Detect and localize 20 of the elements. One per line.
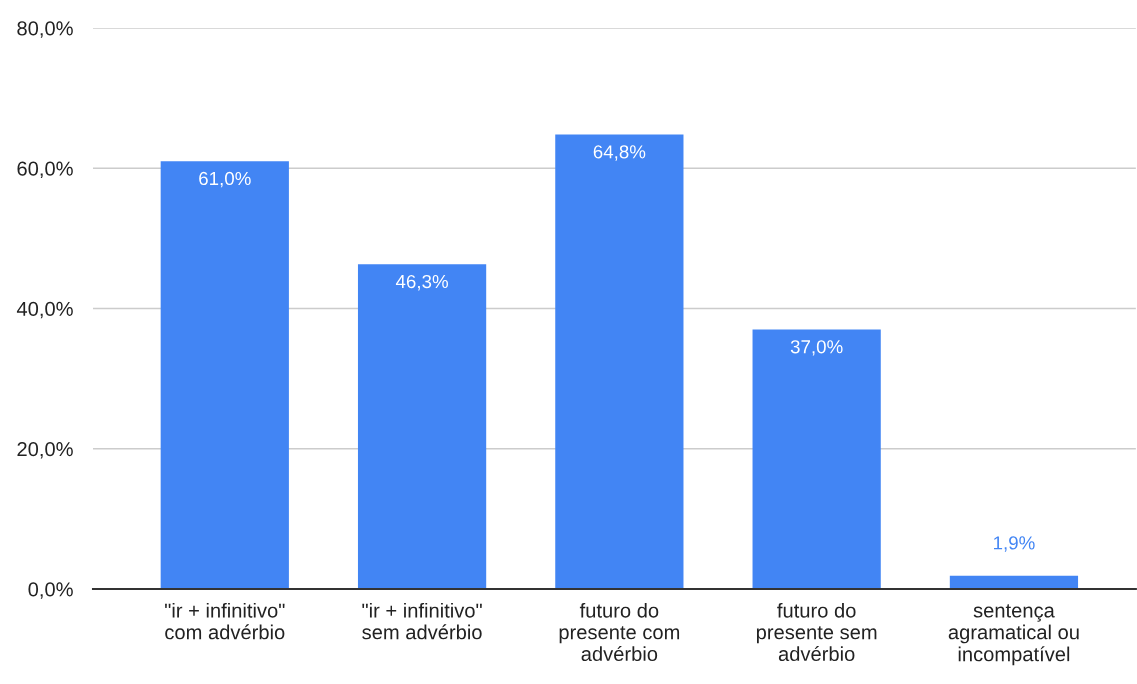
data-label: 64,8% [593, 145, 646, 161]
x-tick-label: "ir + infinitivo" com advérbio [165, 602, 285, 640]
data-label: 61,0% [199, 171, 251, 188]
bar [160, 161, 289, 589]
x-tick-label: futuro do presente com advérbio [559, 602, 680, 662]
bar [949, 575, 1079, 589]
y-tick-label: 60,0% [17, 161, 73, 179]
x-tick-label: futuro do presente sem advérbio [756, 602, 877, 662]
bar [752, 329, 881, 589]
y-tick-label: 80,0% [17, 21, 73, 38]
y-tick-label: 0,0% [28, 582, 73, 599]
y-tick-label: 40,0% [16, 301, 73, 319]
bar [555, 134, 684, 589]
x-tick-label: sentença agramatical ou incompatível [948, 604, 1079, 666]
data-label: 1,9% [994, 536, 1035, 552]
data-label: 37,0% [790, 340, 843, 356]
bar [357, 264, 487, 589]
x-tick-label: "ir + infinitivo" sem advérbio [362, 602, 482, 640]
y-tick-label: 20,0% [17, 441, 73, 459]
data-label: 46,3% [395, 274, 448, 291]
